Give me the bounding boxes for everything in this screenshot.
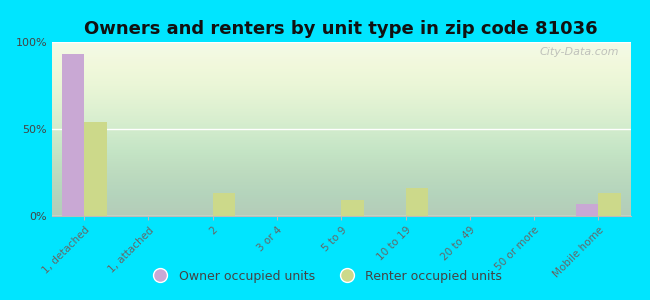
- Bar: [576, 204, 599, 216]
- Bar: [84, 122, 107, 216]
- Title: Owners and renters by unit type in zip code 81036: Owners and renters by unit type in zip c…: [84, 20, 598, 38]
- Bar: [406, 188, 428, 216]
- Bar: [599, 194, 621, 216]
- Text: City-Data.com: City-Data.com: [540, 47, 619, 57]
- Legend: Owner occupied units, Renter occupied units: Owner occupied units, Renter occupied un…: [143, 265, 507, 288]
- Bar: [213, 194, 235, 216]
- Bar: [341, 200, 364, 216]
- Bar: [62, 54, 84, 216]
